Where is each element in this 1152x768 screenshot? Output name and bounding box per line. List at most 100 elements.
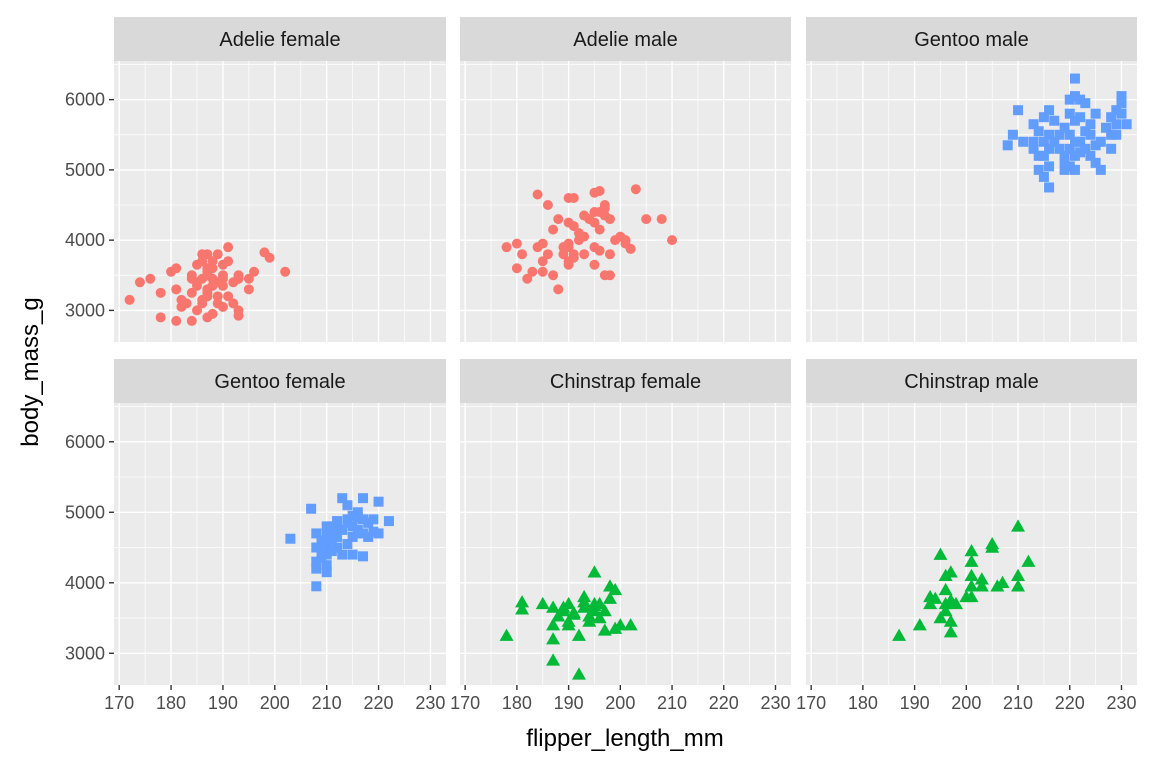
data-point bbox=[181, 298, 192, 309]
data-point bbox=[964, 568, 979, 581]
x-tick-label: 180 bbox=[502, 693, 532, 713]
data-point bbox=[1069, 150, 1080, 161]
data-point bbox=[233, 310, 244, 321]
data-point bbox=[933, 547, 948, 560]
y-tick-label: 6000 bbox=[65, 432, 105, 452]
data-point bbox=[1044, 143, 1055, 154]
data-point bbox=[332, 542, 343, 553]
data-point bbox=[537, 256, 548, 267]
data-point bbox=[363, 531, 374, 542]
data-point bbox=[577, 589, 592, 603]
data-point bbox=[1116, 91, 1127, 102]
data-point bbox=[243, 273, 254, 284]
data-point bbox=[223, 291, 234, 302]
data-point bbox=[1111, 129, 1122, 140]
x-tick-label: 170 bbox=[796, 693, 826, 713]
data-point bbox=[964, 579, 979, 592]
facet-panel-6: Chinstrap male bbox=[806, 359, 1137, 685]
y-tick-label: 3000 bbox=[65, 643, 105, 663]
data-point bbox=[311, 542, 322, 553]
data-point bbox=[1038, 136, 1049, 147]
data-point bbox=[1011, 568, 1026, 581]
data-point bbox=[145, 273, 156, 284]
y-tick-label: 3000 bbox=[65, 300, 105, 320]
data-point bbox=[599, 200, 610, 211]
data-point bbox=[1038, 171, 1049, 182]
data-point bbox=[1075, 136, 1086, 147]
data-point bbox=[316, 539, 327, 549]
data-point bbox=[358, 493, 368, 504]
data-point bbox=[597, 603, 612, 617]
data-point bbox=[517, 249, 528, 260]
data-point bbox=[1038, 112, 1049, 123]
data-point bbox=[592, 596, 607, 610]
data-point bbox=[1085, 150, 1096, 161]
data-point bbox=[501, 242, 512, 253]
data-point bbox=[579, 249, 590, 260]
data-point bbox=[1054, 129, 1065, 140]
data-point bbox=[358, 551, 368, 562]
data-point bbox=[625, 243, 636, 254]
data-point bbox=[542, 249, 553, 260]
data-point bbox=[948, 596, 963, 610]
data-point bbox=[1090, 157, 1101, 168]
data-point bbox=[1075, 94, 1086, 105]
data-point bbox=[511, 238, 522, 249]
y-tick-label: 4000 bbox=[65, 573, 105, 593]
data-point bbox=[938, 603, 953, 617]
data-point bbox=[171, 315, 182, 326]
data-point bbox=[1011, 579, 1026, 592]
data-point bbox=[202, 291, 213, 302]
facet-panel-3: Gentoo male bbox=[806, 17, 1137, 342]
data-point bbox=[358, 528, 368, 539]
data-point bbox=[316, 553, 327, 564]
data-point bbox=[207, 308, 218, 319]
data-point bbox=[604, 214, 615, 225]
y-axis-title: body_mass_g bbox=[17, 297, 44, 446]
data-point bbox=[321, 528, 332, 539]
data-point bbox=[1011, 519, 1026, 532]
data-point bbox=[1059, 157, 1070, 168]
facet-panel-4: Gentoo female bbox=[114, 359, 446, 685]
data-point bbox=[1059, 122, 1070, 133]
data-point bbox=[186, 287, 197, 298]
facet-panel-2: Adelie male bbox=[460, 17, 791, 342]
data-point bbox=[217, 301, 228, 312]
data-point bbox=[326, 521, 337, 532]
data-point bbox=[342, 514, 353, 525]
y-tick-label: 6000 bbox=[65, 90, 105, 110]
data-point bbox=[1044, 129, 1055, 140]
data-point bbox=[1085, 119, 1096, 130]
data-point bbox=[938, 582, 953, 596]
data-point bbox=[912, 618, 927, 631]
data-point bbox=[1121, 119, 1132, 130]
x-tick-label: 200 bbox=[260, 693, 290, 713]
x-tick-label: 220 bbox=[709, 693, 739, 713]
data-point bbox=[995, 575, 1010, 589]
x-tick-label: 230 bbox=[1106, 693, 1136, 713]
x-tick-label: 190 bbox=[900, 693, 930, 713]
data-point bbox=[553, 214, 564, 225]
data-point bbox=[337, 493, 348, 504]
data-point bbox=[1044, 105, 1055, 116]
x-tick-label: 220 bbox=[364, 693, 394, 713]
data-point bbox=[568, 221, 579, 232]
data-point bbox=[1064, 94, 1075, 105]
data-point bbox=[249, 266, 260, 277]
data-point bbox=[264, 252, 275, 263]
data-point bbox=[1069, 73, 1080, 84]
data-point bbox=[363, 517, 374, 528]
data-point bbox=[1090, 140, 1101, 151]
data-point bbox=[347, 549, 358, 560]
data-point bbox=[124, 294, 135, 305]
data-point bbox=[1075, 147, 1086, 158]
data-point bbox=[548, 224, 559, 235]
data-point bbox=[1028, 143, 1039, 154]
x-tick-label: 190 bbox=[208, 693, 238, 713]
data-point bbox=[311, 581, 322, 592]
data-point bbox=[1028, 136, 1039, 147]
data-point bbox=[383, 516, 394, 527]
data-point bbox=[1044, 161, 1055, 172]
data-point bbox=[558, 249, 569, 260]
data-point bbox=[602, 591, 617, 604]
